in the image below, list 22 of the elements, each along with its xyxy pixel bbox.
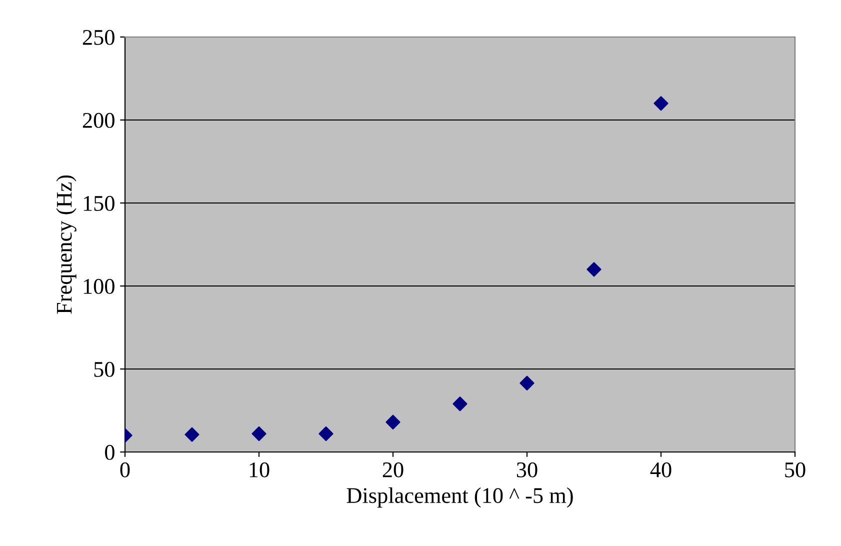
- y-tick-label: 0: [105, 444, 114, 460]
- point: [520, 376, 534, 390]
- x-axis-title: Displacement (10 ^ -5 m): [346, 487, 573, 508]
- y-tick-label: 150: [84, 196, 114, 211]
- x-tick-label: 50: [785, 462, 806, 478]
- point: [654, 96, 668, 111]
- point: [318, 426, 334, 442]
- point: [586, 262, 602, 277]
- y-tick-label: 200: [82, 112, 114, 128]
- point: [386, 414, 400, 430]
- point: [184, 427, 200, 442]
- point: [452, 396, 468, 412]
- y-tick-label: 50: [94, 362, 114, 377]
- y-axis-title: Frequency (Hz): [56, 175, 76, 314]
- y-tick-label: 250: [82, 30, 114, 45]
- x-tick-label: 20: [382, 462, 404, 478]
- x-tick-label: 30: [516, 462, 538, 478]
- point: [252, 426, 266, 442]
- x-tick-label: 40: [650, 462, 672, 478]
- x-tick-label: 0: [120, 462, 130, 478]
- y-tick-label: 100: [84, 278, 114, 294]
- x-tick-label: 10: [250, 462, 270, 478]
